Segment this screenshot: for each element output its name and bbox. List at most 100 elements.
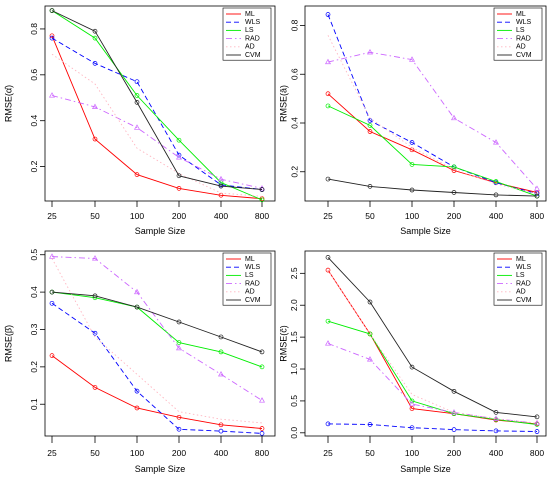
legend-entry: CVM (245, 52, 261, 59)
data-point-ml (325, 91, 331, 97)
y-tick-label: 0.6 (29, 69, 39, 81)
x-tick-label: 400 (214, 211, 228, 221)
data-point-ml (325, 267, 331, 273)
y-axis-label: RMSE(â) (278, 85, 288, 122)
legend-box (493, 252, 543, 306)
data-point-rad (367, 356, 373, 362)
legend-entry: AD (245, 289, 255, 296)
data-point-cvm (176, 173, 182, 179)
data-point-rad (325, 58, 331, 65)
y-tick-label: 0.6 (289, 68, 299, 80)
legend-entry: LS (516, 272, 525, 279)
x-tick-label: 100 (130, 448, 144, 458)
legend-entry: WLS (245, 264, 261, 271)
data-point-wls (259, 431, 265, 436)
x-tick-label: 200 (172, 448, 186, 458)
data-point-wls (176, 426, 182, 432)
x-tick-label: 50 (365, 448, 375, 458)
data-point-cvm (409, 364, 415, 370)
chart-panel: 25 50 100 200 400 800 0.2 0.4 0.6 0.8 Sample Size R… (278, 5, 547, 236)
data-point-ls (367, 331, 373, 337)
plot-frame (304, 5, 547, 202)
data-point-ml (409, 406, 415, 411)
x-axis-label: Sample Size (135, 464, 186, 474)
data-point-rad (451, 409, 457, 415)
y-tick-label: 0.2 (29, 160, 39, 172)
data-point-cvm (134, 304, 140, 310)
data-point-ml (134, 172, 140, 177)
data-point-ls (218, 349, 224, 355)
data-point-cvm (409, 187, 415, 193)
data-point-wls (409, 425, 415, 431)
y-tick-label: 0.0 (289, 427, 299, 439)
data-point-rad (218, 175, 224, 182)
data-point-cvm (259, 349, 265, 355)
data-point-wls (218, 428, 224, 434)
data-point-wls (92, 61, 98, 66)
series-line-wls (327, 14, 538, 195)
legend-entry: ML (245, 11, 255, 18)
y-tick-label: 0.4 (289, 117, 299, 129)
data-point-cvm (493, 410, 499, 415)
data-point-ls (451, 164, 457, 170)
data-point-cvm (451, 190, 457, 195)
x-tick-label: 400 (214, 448, 228, 458)
x-tick-label: 800 (530, 211, 544, 221)
x-tick-label: 25 (47, 448, 57, 458)
x-tick-label: 200 (447, 211, 461, 221)
series-line-ml (327, 269, 538, 425)
data-point-cvm (49, 289, 55, 295)
series-line-wls (51, 302, 263, 434)
x-tick-label: 50 (365, 211, 375, 221)
x-tick-label: 50 (90, 448, 100, 458)
series-line-cvm (51, 291, 263, 353)
series-line-rad (327, 51, 538, 190)
y-tick-label: 0.2 (289, 166, 299, 178)
data-point-ml (176, 414, 182, 420)
x-tick-label: 400 (489, 448, 503, 458)
data-point-wls (493, 428, 499, 434)
y-tick-label: 0.4 (29, 286, 39, 298)
data-point-cvm (493, 192, 499, 198)
data-point-rad (493, 139, 499, 145)
data-point-cvm (367, 299, 373, 305)
data-point-ml (218, 422, 224, 428)
y-tick-label: 0.8 (29, 23, 39, 35)
x-tick-label: 200 (172, 211, 186, 221)
data-point-cvm (218, 334, 224, 340)
legend-entry: RAD (516, 280, 531, 287)
data-point-ls (325, 318, 331, 324)
data-point-rad (218, 371, 224, 377)
y-tick-label: 0.4 (29, 115, 39, 127)
data-point-wls (134, 388, 140, 394)
data-point-wls (451, 427, 457, 432)
series-line-ml (327, 93, 538, 193)
x-tick-label: 50 (90, 211, 100, 221)
data-point-cvm (325, 255, 331, 260)
data-point-rad (176, 154, 182, 160)
data-point-rad (534, 185, 540, 191)
series-line-wls (327, 423, 538, 432)
legend-box (222, 252, 272, 306)
chart-panel: 25 50 100 200 400 800 0.2 0.4 0.6 0.8 Sample Size R… (3, 5, 276, 236)
y-axis-label: RMSE(ĉ) (278, 325, 288, 362)
legend-entry: ML (516, 11, 526, 18)
data-point-rad (409, 400, 415, 407)
legend-entry: ML (245, 256, 255, 263)
data-point-ls (92, 35, 98, 41)
legend-box (222, 7, 272, 61)
data-point-wls (367, 422, 373, 427)
data-point-rad (134, 288, 140, 295)
data-point-cvm (259, 187, 265, 192)
data-point-ls (259, 364, 265, 370)
data-point-ml (134, 405, 140, 411)
legend-entry: AD (245, 44, 255, 51)
y-tick-label: 1.0 (289, 363, 299, 375)
data-point-rad (92, 255, 98, 261)
y-tick-label: 0.3 (29, 323, 39, 335)
data-point-ml (367, 129, 373, 134)
